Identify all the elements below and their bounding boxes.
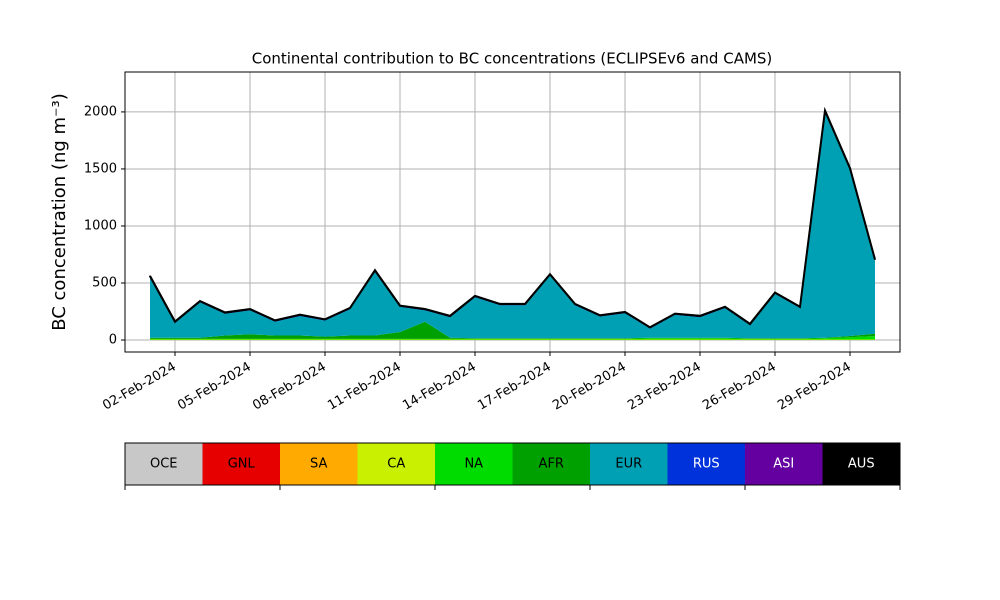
legend-swatch	[667, 443, 745, 485]
y-tick-label: 0	[109, 333, 117, 348]
legend-label: RUS	[693, 457, 720, 472]
chart-title: Continental contribution to BC concentra…	[252, 50, 773, 68]
areas	[149, 106, 876, 340]
area-ca	[150, 339, 875, 340]
legend-label: CA	[387, 457, 405, 472]
legend-label: AFR	[539, 457, 564, 472]
legend-swatch	[512, 443, 590, 485]
x-tick-label: 20-Feb-2024	[550, 360, 629, 414]
colorbar-ticks	[124, 485, 901, 490]
x-tick-label: 17-Feb-2024	[475, 360, 554, 414]
legend-swatch	[280, 443, 358, 485]
x-tick-label: 05-Feb-2024	[175, 360, 254, 414]
legend-swatch	[125, 443, 203, 485]
area-aus	[149, 106, 876, 329]
x-tick-label: 08-Feb-2024	[250, 360, 329, 414]
y-tick-label: 1500	[84, 161, 117, 176]
y-tick-label: 1000	[84, 218, 117, 233]
legend-swatch	[357, 443, 435, 485]
x-tick-label: 29-Feb-2024	[775, 360, 854, 414]
area-na	[150, 336, 875, 340]
x-tick-label: 23-Feb-2024	[625, 360, 704, 414]
legend-label: OCE	[150, 457, 178, 472]
legend-label: GNL	[228, 457, 256, 472]
legend-swatch	[202, 443, 280, 485]
y-axis-label: BC concentration (ng m⁻³)	[49, 93, 70, 331]
legend-swatch	[435, 443, 513, 485]
y-tick-label: 2000	[84, 104, 117, 119]
x-tick-label: 11-Feb-2024	[325, 360, 404, 414]
x-tick-label: 02-Feb-2024	[100, 360, 179, 414]
x-tick-label: 14-Feb-2024	[400, 360, 479, 414]
legend-label: AUS	[848, 457, 875, 472]
x-tick-label: 26-Feb-2024	[700, 360, 779, 414]
legend-label: NA	[464, 457, 483, 472]
colorbar-frame	[124, 442, 901, 486]
plot-frame	[124, 71, 901, 353]
legend-label: ASI	[773, 457, 794, 472]
legend-swatch	[745, 443, 823, 485]
legend-swatch	[822, 443, 900, 485]
area-rus	[150, 111, 875, 329]
y-tick-label: 500	[92, 275, 117, 290]
legend-label: SA	[310, 457, 327, 472]
area-asi	[150, 110, 875, 328]
legend-label: EUR	[615, 457, 642, 472]
area-eur	[150, 111, 875, 339]
legend-swatch	[590, 443, 668, 485]
area-afr	[150, 321, 875, 339]
